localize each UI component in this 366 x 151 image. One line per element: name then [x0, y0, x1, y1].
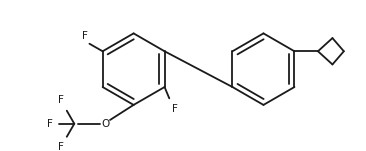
Text: F: F	[57, 143, 63, 151]
Text: F: F	[172, 104, 178, 114]
Text: F: F	[57, 95, 63, 105]
Text: F: F	[47, 119, 53, 129]
Text: O: O	[101, 119, 109, 129]
Text: F: F	[82, 31, 88, 41]
